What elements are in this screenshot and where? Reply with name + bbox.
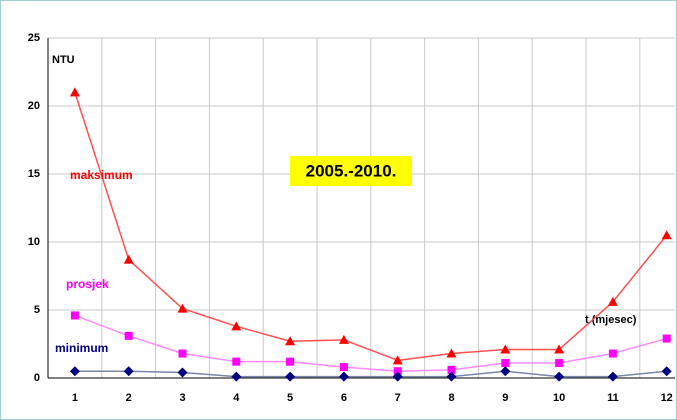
marker: [501, 359, 510, 368]
x-tick-label: 6: [341, 392, 347, 404]
x-tick-label: 11: [607, 392, 619, 404]
y-tick-label: 10: [28, 236, 40, 248]
marker: [177, 303, 188, 313]
marker: [338, 371, 349, 382]
y-tick-label: 5: [34, 304, 40, 316]
marker: [338, 334, 349, 344]
marker: [500, 366, 511, 377]
marker: [446, 371, 457, 382]
marker: [69, 87, 80, 97]
marker: [447, 365, 456, 374]
marker: [555, 359, 564, 368]
y-tick-label: 0: [34, 372, 40, 384]
marker: [661, 230, 672, 240]
marker: [285, 336, 296, 346]
marker: [123, 254, 134, 264]
x-tick-label: 1: [72, 392, 78, 404]
marker: [500, 344, 511, 354]
marker: [178, 349, 187, 358]
annotation: 2005.-2010.: [306, 161, 397, 180]
x-tick-label: 9: [502, 392, 508, 404]
y-tick-label: 15: [28, 168, 40, 180]
marker: [232, 357, 241, 366]
series-line: [74, 314, 667, 372]
marker: [285, 371, 296, 382]
x-tick-label: 4: [233, 392, 240, 404]
marker: [70, 311, 79, 320]
x-tick-label: 12: [661, 392, 673, 404]
marker: [393, 367, 402, 376]
x-axis-label: t (mjesec): [585, 314, 637, 326]
series-line: [74, 370, 667, 378]
marker: [286, 357, 295, 366]
x-tick-label: 10: [553, 392, 565, 404]
marker: [607, 371, 618, 382]
marker: [392, 371, 403, 382]
x-tick-label: 7: [395, 392, 401, 404]
marker: [231, 321, 242, 331]
marker: [607, 296, 618, 306]
marker: [392, 355, 403, 365]
marker: [231, 371, 242, 382]
marker: [339, 363, 348, 372]
series-label: prosjek: [66, 277, 109, 291]
x-tick-label: 2: [126, 392, 132, 404]
marker: [661, 366, 672, 377]
marker: [177, 367, 188, 378]
marker: [662, 334, 671, 343]
series-label: minimum: [55, 341, 108, 355]
marker: [124, 331, 133, 340]
marker: [554, 344, 565, 354]
y-axis-label: NTU: [52, 54, 75, 66]
marker: [554, 371, 565, 382]
annotation-box: [290, 156, 412, 186]
x-tick-label: 3: [179, 392, 185, 404]
y-tick-label: 25: [28, 32, 40, 44]
marker: [123, 366, 134, 377]
x-tick-label: 5: [287, 392, 293, 404]
marker: [446, 348, 457, 358]
marker: [608, 349, 617, 358]
y-tick-label: 20: [28, 100, 40, 112]
x-tick-label: 8: [448, 392, 454, 404]
marker: [69, 366, 80, 377]
series-label: maksimum: [70, 168, 133, 182]
series-line: [74, 92, 668, 362]
